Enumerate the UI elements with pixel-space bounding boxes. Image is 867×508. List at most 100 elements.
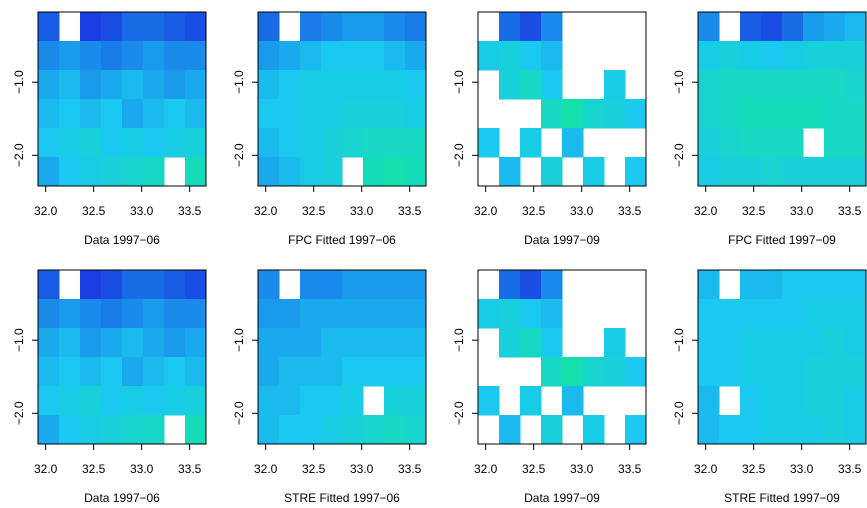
heat-cell (583, 357, 605, 387)
heat-cell (363, 270, 385, 300)
heat-cell (782, 99, 804, 129)
panel-label: STRE Fitted 1997−09 (724, 491, 840, 505)
heat-cell (143, 299, 165, 329)
heat-cell (761, 41, 783, 71)
heat-cell (740, 70, 762, 100)
heat-cell (321, 128, 343, 158)
heat-cell (824, 386, 846, 416)
heat-cell (80, 386, 102, 416)
heat-cell (143, 70, 165, 100)
heat-cell (782, 415, 804, 445)
heat-cell (279, 386, 301, 416)
y-tick-label: −1.0 (12, 70, 26, 94)
heat-cell (824, 128, 846, 158)
heat-cell (300, 386, 322, 416)
heat-cell (122, 415, 144, 445)
y-tick-label: −2.0 (12, 401, 26, 425)
heat-cell (300, 99, 322, 129)
heat-cell (698, 157, 720, 187)
heat-cell (405, 41, 427, 71)
heat-cell (59, 99, 81, 129)
y-tick-label: −1.0 (452, 70, 466, 94)
y-tick-label: −2.0 (452, 401, 466, 425)
x-tick-label: 33.0 (570, 204, 594, 218)
heat-cell (740, 128, 762, 158)
heat-cell (761, 128, 783, 158)
heat-cell (761, 157, 783, 187)
heat-cell (845, 270, 867, 300)
x-tick-label: 33.0 (350, 204, 374, 218)
heat-cell (258, 357, 280, 387)
heat-cell (803, 299, 825, 329)
plot-frame (477, 11, 647, 187)
x-tick-label: 32.5 (522, 462, 546, 476)
heat-cell (384, 157, 406, 187)
heat-cell (499, 70, 521, 100)
x-tick-label: 32.0 (694, 204, 718, 218)
x-tick-label: 32.0 (474, 462, 498, 476)
heat-cell (300, 41, 322, 71)
heat-cell (782, 386, 804, 416)
panel-label: Data 1997−09 (524, 233, 600, 247)
heat-cell (342, 41, 364, 71)
heat-cell (143, 99, 165, 129)
heat-cell (101, 41, 123, 71)
heat-cell (185, 270, 207, 300)
heat-cell (363, 70, 385, 100)
panel-label: Data 1997−06 (84, 491, 160, 505)
x-tick-label: 33.5 (838, 462, 862, 476)
heat-cell (164, 270, 186, 300)
heat-cell (122, 12, 144, 42)
heat-cell (122, 357, 144, 387)
heat-cell (279, 99, 301, 129)
heat-cell (185, 12, 207, 42)
x-tick-label: 33.5 (838, 204, 862, 218)
x-tick-label: 33.0 (350, 462, 374, 476)
heat-cell (101, 12, 123, 42)
heat-cell (143, 270, 165, 300)
heat-cell (698, 328, 720, 358)
heat-cell (541, 328, 563, 358)
x-tick-label: 33.5 (398, 204, 422, 218)
heat-cell (363, 157, 385, 187)
heat-cell (803, 157, 825, 187)
heat-cell (604, 99, 626, 129)
heat-cell (719, 41, 741, 71)
y-tick-label: −2.0 (672, 143, 686, 167)
heat-cell (279, 157, 301, 187)
heat-cell (698, 12, 720, 42)
y-tick-label: −2.0 (12, 143, 26, 167)
heat-cell (101, 386, 123, 416)
heat-cell (541, 357, 563, 387)
heat-cell (824, 357, 846, 387)
heat-cell (342, 99, 364, 129)
heat-cell (59, 299, 81, 329)
heat-cell (384, 415, 406, 445)
heat-cell (101, 157, 123, 187)
heat-cell (740, 328, 762, 358)
heat-cell (185, 386, 207, 416)
heat-cell (321, 270, 343, 300)
heat-cell (803, 41, 825, 71)
heat-cell (761, 270, 783, 300)
heat-cell (59, 41, 81, 71)
heat-cell (740, 157, 762, 187)
heat-cell (625, 99, 647, 129)
heat-cell (164, 128, 186, 158)
heat-cell (541, 12, 563, 42)
heat-cell (719, 128, 741, 158)
heat-cell (740, 415, 762, 445)
heat-cell (258, 128, 280, 158)
heat-cell (761, 99, 783, 129)
heat-cell (845, 299, 867, 329)
heat-cell (258, 12, 280, 42)
plot-frame (477, 269, 647, 445)
heat-cell (541, 99, 563, 129)
heat-cell (845, 415, 867, 445)
heat-cell (384, 328, 406, 358)
panel-label: Data 1997−09 (524, 491, 600, 505)
heat-cell (824, 157, 846, 187)
heat-cell (122, 70, 144, 100)
heat-cell (478, 299, 500, 329)
heat-cell (562, 386, 584, 416)
